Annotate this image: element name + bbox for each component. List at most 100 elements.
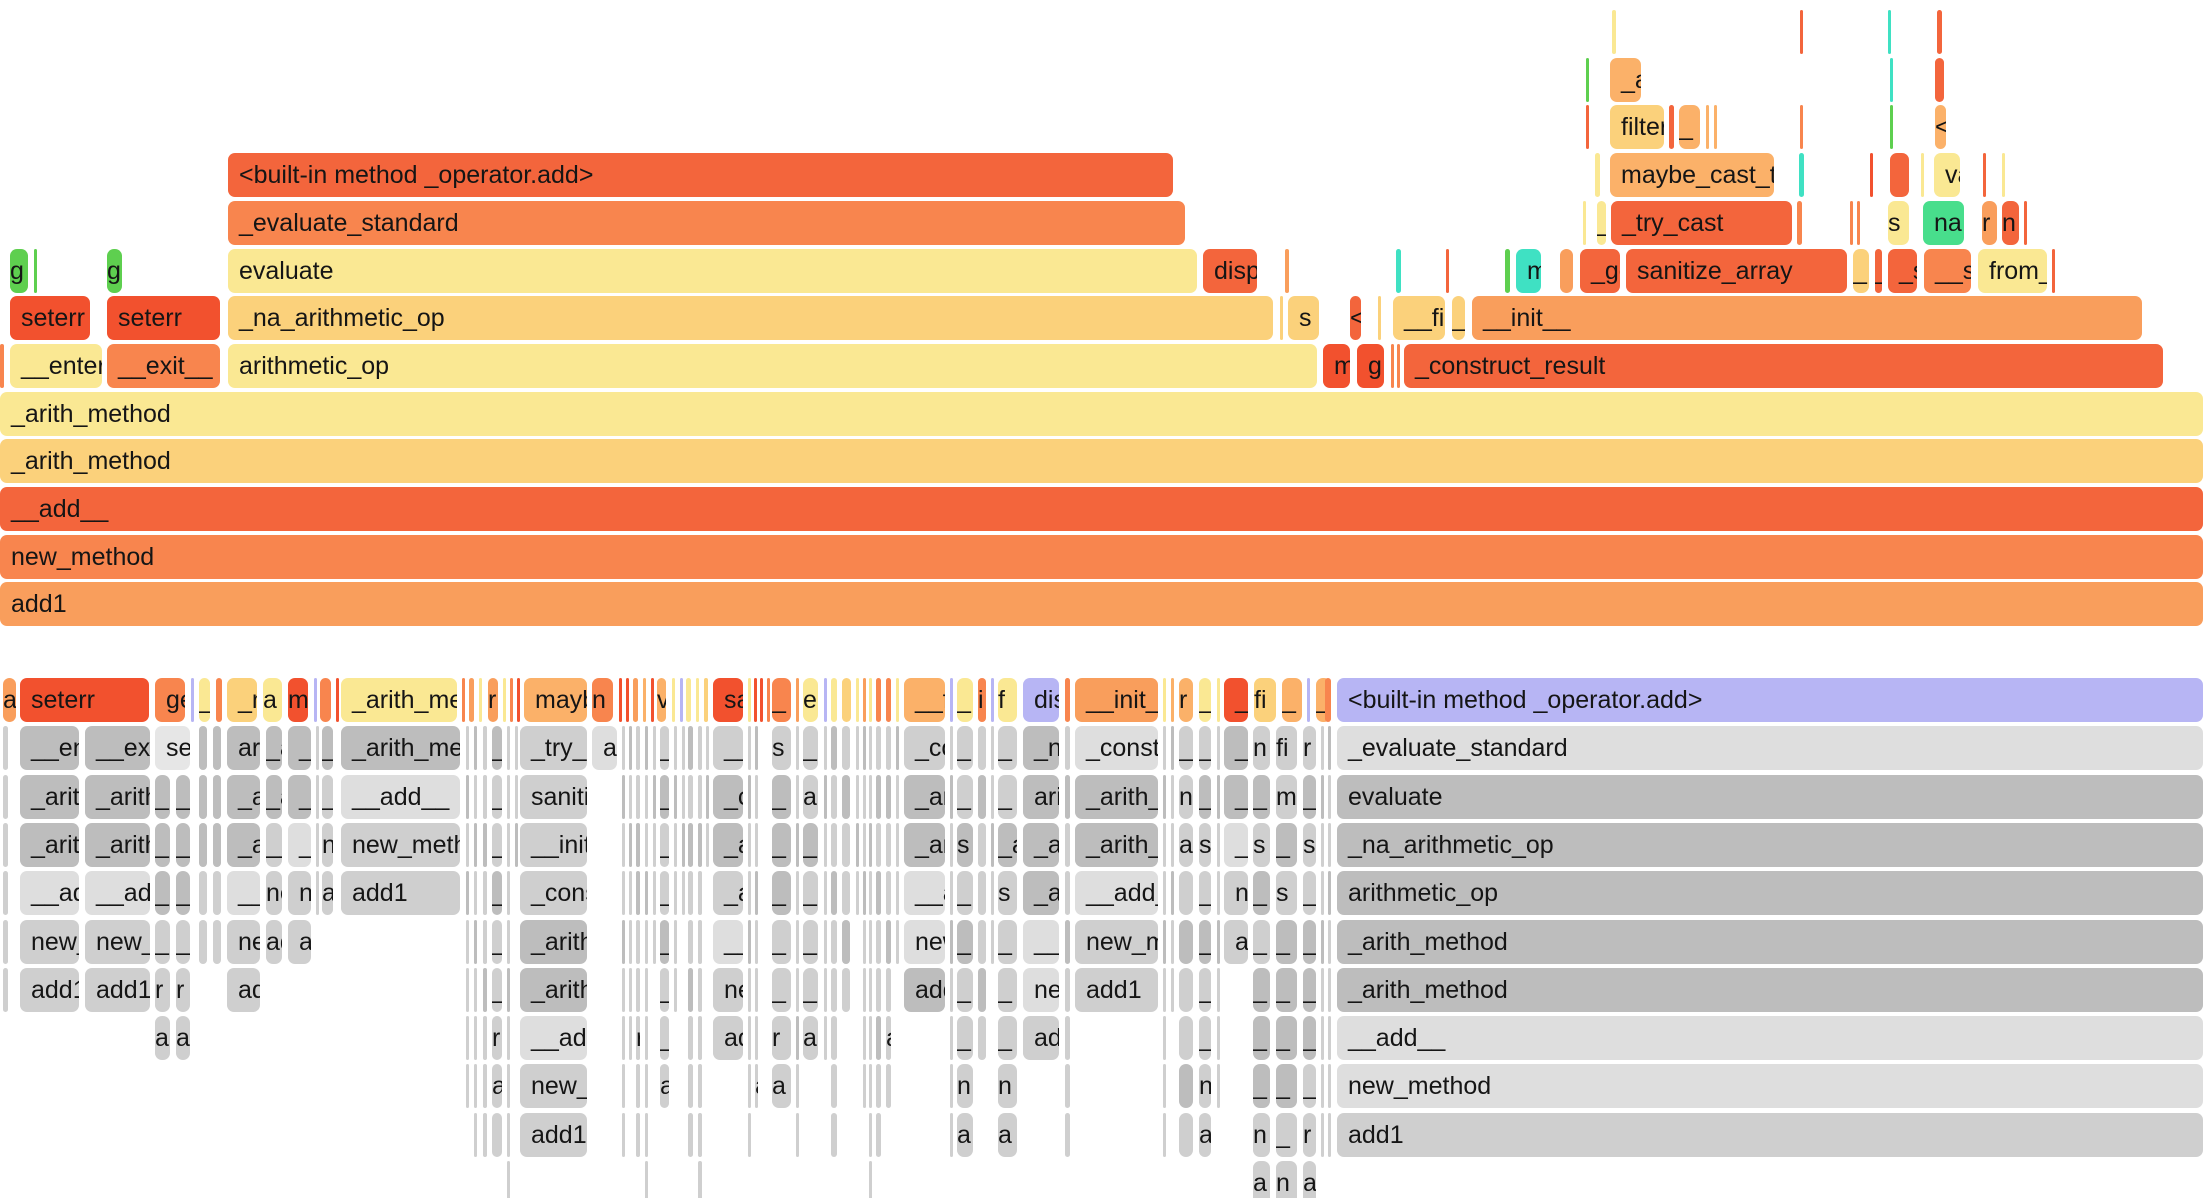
flame-frame[interactable]: _ <box>1253 1064 1270 1108</box>
flame-frame[interactable]: a <box>998 1113 1017 1157</box>
flame-frame[interactable]: g <box>107 249 122 293</box>
flame-frame[interactable]: __fi <box>1393 296 1445 340</box>
flame-frame[interactable] <box>824 678 827 722</box>
flame-frame[interactable] <box>622 920 625 964</box>
flame-frame[interactable]: _ <box>1199 1016 1211 1060</box>
flame-frame[interactable]: _arith_method <box>0 392 2203 436</box>
flame-frame[interactable] <box>674 920 677 964</box>
flame-frame[interactable] <box>1890 58 1893 102</box>
flame-frame[interactable]: a <box>1253 1161 1270 1198</box>
flame-frame[interactable] <box>886 726 891 770</box>
flame-frame[interactable]: sa <box>713 678 743 722</box>
flame-frame[interactable]: s <box>1888 201 1909 245</box>
flame-frame[interactable]: _arith_method <box>0 439 2203 483</box>
flame-frame[interactable] <box>636 1113 640 1157</box>
flame-frame[interactable] <box>748 678 751 722</box>
flame-frame[interactable]: _ <box>1679 105 1700 149</box>
flame-frame[interactable] <box>1163 1016 1166 1060</box>
flame-frame[interactable]: < <box>1350 296 1361 340</box>
flame-frame[interactable]: a <box>1179 823 1193 867</box>
flame-frame[interactable]: _arith_method <box>288 775 311 819</box>
flame-frame[interactable] <box>1163 871 1166 915</box>
flame-frame[interactable] <box>682 871 685 915</box>
flame-frame[interactable] <box>698 871 702 915</box>
flame-frame[interactable] <box>1935 58 1944 102</box>
flame-frame[interactable] <box>320 678 331 722</box>
flame-frame[interactable]: _arith_method <box>520 920 587 964</box>
flame-frame[interactable] <box>755 823 758 867</box>
flame-frame[interactable] <box>645 1064 648 1108</box>
flame-frame[interactable] <box>856 871 859 915</box>
flame-frame[interactable]: _ <box>1199 920 1211 964</box>
flame-frame[interactable] <box>682 775 685 819</box>
flame-frame[interactable] <box>688 775 693 819</box>
flame-frame[interactable] <box>869 726 872 770</box>
flame-frame[interactable] <box>474 823 477 867</box>
flame-frame[interactable] <box>1321 920 1324 964</box>
flame-frame[interactable]: s <box>1199 823 1211 867</box>
flame-frame[interactable] <box>1179 920 1193 964</box>
flame-frame[interactable]: _ <box>1253 1016 1270 1060</box>
flame-frame[interactable]: a <box>263 678 282 722</box>
flame-frame[interactable] <box>517 678 520 722</box>
flame-frame[interactable] <box>1321 871 1324 915</box>
flame-frame[interactable] <box>698 968 702 1012</box>
flame-frame[interactable] <box>1065 968 1070 1012</box>
flame-frame[interactable] <box>698 1161 702 1198</box>
flame-frame[interactable] <box>483 823 487 867</box>
flame-frame[interactable]: fi <box>1276 726 1297 770</box>
flame-frame[interactable] <box>483 726 487 770</box>
flame-frame[interactable] <box>1937 10 1942 54</box>
flame-frame[interactable] <box>645 726 648 770</box>
flame-frame[interactable] <box>896 678 899 722</box>
flame-frame[interactable] <box>1179 871 1193 915</box>
flame-frame[interactable] <box>483 775 487 819</box>
flame-frame[interactable] <box>314 678 317 722</box>
flame-frame[interactable]: _na_arithmetic_op <box>228 296 1273 340</box>
flame-frame[interactable]: a <box>755 1064 758 1108</box>
flame-frame[interactable] <box>754 678 757 722</box>
flame-frame[interactable]: add1 <box>1023 1016 1059 1060</box>
flame-frame[interactable] <box>483 968 487 1012</box>
flame-frame[interactable]: new_method <box>1075 920 1158 964</box>
flame-frame[interactable] <box>674 726 677 770</box>
flame-frame[interactable] <box>950 1064 953 1108</box>
flame-frame[interactable]: _ <box>998 968 1017 1012</box>
flame-frame[interactable]: _a <box>998 823 1017 867</box>
flame-frame[interactable] <box>651 678 654 722</box>
flame-frame[interactable]: _ <box>660 775 669 819</box>
flame-frame[interactable] <box>1171 871 1174 915</box>
flame-frame[interactable] <box>622 1016 625 1060</box>
flame-frame[interactable] <box>704 678 708 722</box>
flame-frame[interactable]: a <box>803 1016 818 1060</box>
flame-frame[interactable]: s <box>772 726 791 770</box>
flame-frame[interactable]: _ <box>322 726 333 770</box>
flame-frame[interactable] <box>674 823 677 867</box>
flame-frame[interactable]: new_method <box>288 871 311 915</box>
flame-frame[interactable] <box>619 678 622 722</box>
flame-frame[interactable] <box>1065 871 1070 915</box>
flame-frame[interactable] <box>1328 920 1331 964</box>
flame-frame[interactable] <box>3 775 8 819</box>
flame-frame[interactable] <box>1163 968 1166 1012</box>
flame-frame[interactable]: _arith_me <box>341 678 457 722</box>
flame-frame[interactable]: _ <box>772 920 791 964</box>
flame-frame[interactable] <box>622 1064 625 1108</box>
flame-frame[interactable] <box>856 726 859 770</box>
flame-frame[interactable] <box>886 968 891 1012</box>
flame-frame[interactable] <box>748 920 751 964</box>
flame-frame[interactable] <box>824 920 827 964</box>
flame-frame[interactable]: __exit__ <box>107 344 220 388</box>
flame-frame[interactable]: _ <box>1303 968 1316 1012</box>
flame-frame[interactable]: s <box>1288 296 1319 340</box>
flame-frame[interactable]: _ <box>1276 823 1297 867</box>
flame-frame[interactable]: _ <box>1199 678 1211 722</box>
flame-frame[interactable] <box>831 678 837 722</box>
flame-frame[interactable] <box>1595 153 1600 197</box>
flame-frame[interactable]: _ge <box>1580 249 1620 293</box>
flame-frame[interactable] <box>1321 968 1324 1012</box>
flame-frame[interactable] <box>515 775 518 819</box>
flame-frame[interactable]: n <box>322 823 333 867</box>
flame-frame[interactable] <box>199 823 207 867</box>
flame-frame[interactable]: _evaluate_standard <box>1337 726 2203 770</box>
